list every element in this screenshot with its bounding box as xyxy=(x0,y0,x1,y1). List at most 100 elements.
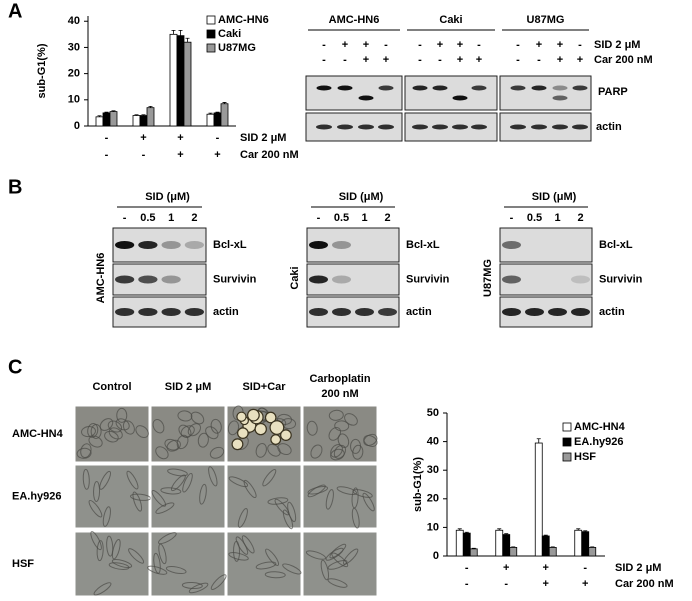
bar xyxy=(95,116,104,127)
y-tick-label: 20 xyxy=(427,493,439,505)
bar xyxy=(574,529,583,557)
row-label: EA.hy926 xyxy=(12,490,62,502)
bar xyxy=(588,547,597,557)
blot-band xyxy=(552,85,568,91)
cell xyxy=(167,468,188,477)
legend-swatch xyxy=(562,452,572,462)
cell xyxy=(325,489,334,510)
legend-swatch xyxy=(562,437,572,447)
treatment-mark: + xyxy=(557,54,563,66)
cell xyxy=(107,420,123,433)
cell xyxy=(209,446,225,459)
treatment-mark: + xyxy=(457,54,463,66)
treatment-mark: + xyxy=(457,39,463,51)
cell xyxy=(336,486,358,495)
blot-band xyxy=(510,85,526,91)
cell xyxy=(210,574,227,590)
band-label: Bcl-xL xyxy=(213,239,247,251)
blot-band xyxy=(138,241,158,249)
treatment-mark: + xyxy=(536,39,542,51)
blot-band xyxy=(184,241,204,249)
cell xyxy=(310,444,323,459)
apoptotic-cell xyxy=(254,422,267,436)
cell xyxy=(267,443,281,457)
cell xyxy=(88,435,103,448)
treatment-mark: + xyxy=(543,578,549,590)
bar xyxy=(502,534,511,557)
y-tick-label: 30 xyxy=(427,464,439,476)
cell xyxy=(93,582,112,596)
blot-panel xyxy=(404,75,498,111)
cell xyxy=(126,470,139,490)
blot-band xyxy=(161,308,181,316)
blot-band xyxy=(309,275,328,284)
bar xyxy=(455,529,464,557)
blot-band xyxy=(432,124,448,130)
treatment-mark: - xyxy=(322,54,326,66)
cell xyxy=(182,472,193,493)
error-bar xyxy=(134,114,139,116)
apoptotic-cell xyxy=(237,427,249,439)
dose-label: 0.5 xyxy=(140,212,155,224)
cell xyxy=(334,420,350,432)
treatment-mark: + xyxy=(363,39,369,51)
cell xyxy=(108,427,123,440)
y-axis-label: sub-G1(%) xyxy=(36,43,48,98)
treatment-mark: - xyxy=(384,39,388,51)
band-label: Survivin xyxy=(213,273,257,285)
treatment-mark: - xyxy=(418,39,422,51)
cell-line-label: U87MG xyxy=(482,259,494,297)
treatment-mark: + xyxy=(177,132,183,144)
column-header: 200 nM xyxy=(321,388,358,400)
apoptotic-cell xyxy=(264,411,277,424)
cell xyxy=(237,508,248,528)
cell xyxy=(327,559,348,570)
blot-band xyxy=(452,124,468,130)
error-bar xyxy=(208,112,213,115)
dose-header: SID (μM) xyxy=(532,191,577,203)
cell xyxy=(205,426,219,440)
blot-band xyxy=(531,124,547,130)
bar xyxy=(213,112,222,127)
cell xyxy=(152,419,165,434)
y-tick-label: 30 xyxy=(68,41,80,53)
y-tick-label: 0 xyxy=(433,550,439,562)
blot-band xyxy=(115,241,135,249)
treatment-name: Car 200 nM xyxy=(615,578,674,590)
legend-swatch xyxy=(206,15,216,25)
blot-band xyxy=(337,124,353,130)
treatment-mark: + xyxy=(437,39,443,51)
bar xyxy=(220,103,229,127)
blot-band xyxy=(332,275,351,284)
bar xyxy=(102,112,111,127)
cell xyxy=(277,443,292,456)
apoptotic-cell xyxy=(247,408,260,422)
dose-label: 1 xyxy=(554,212,560,224)
y-axis-label: sub-G1(%) xyxy=(412,457,424,512)
error-bar xyxy=(215,111,220,113)
error-bar xyxy=(471,547,476,549)
treatment-mark: + xyxy=(476,54,482,66)
treatment-mark: + xyxy=(140,132,146,144)
error-bar xyxy=(148,105,153,108)
blot-band xyxy=(548,308,567,316)
blot-band xyxy=(571,308,590,316)
micrograph xyxy=(74,405,150,463)
error-bar xyxy=(111,110,116,112)
cell xyxy=(102,506,111,527)
cell-line-header: U87MG xyxy=(527,14,565,26)
cell xyxy=(208,466,218,487)
legend-swatch xyxy=(206,43,216,53)
dose-label: - xyxy=(510,212,514,224)
cell xyxy=(176,434,189,450)
cell xyxy=(166,439,181,452)
cell xyxy=(307,485,329,495)
treatment-mark: - xyxy=(438,54,442,66)
bar xyxy=(109,111,118,127)
dose-label: 1 xyxy=(361,212,367,224)
cell xyxy=(352,444,364,460)
error-bar xyxy=(497,528,502,531)
error-bar xyxy=(504,533,509,535)
micrograph xyxy=(74,464,150,529)
cell xyxy=(88,499,103,518)
